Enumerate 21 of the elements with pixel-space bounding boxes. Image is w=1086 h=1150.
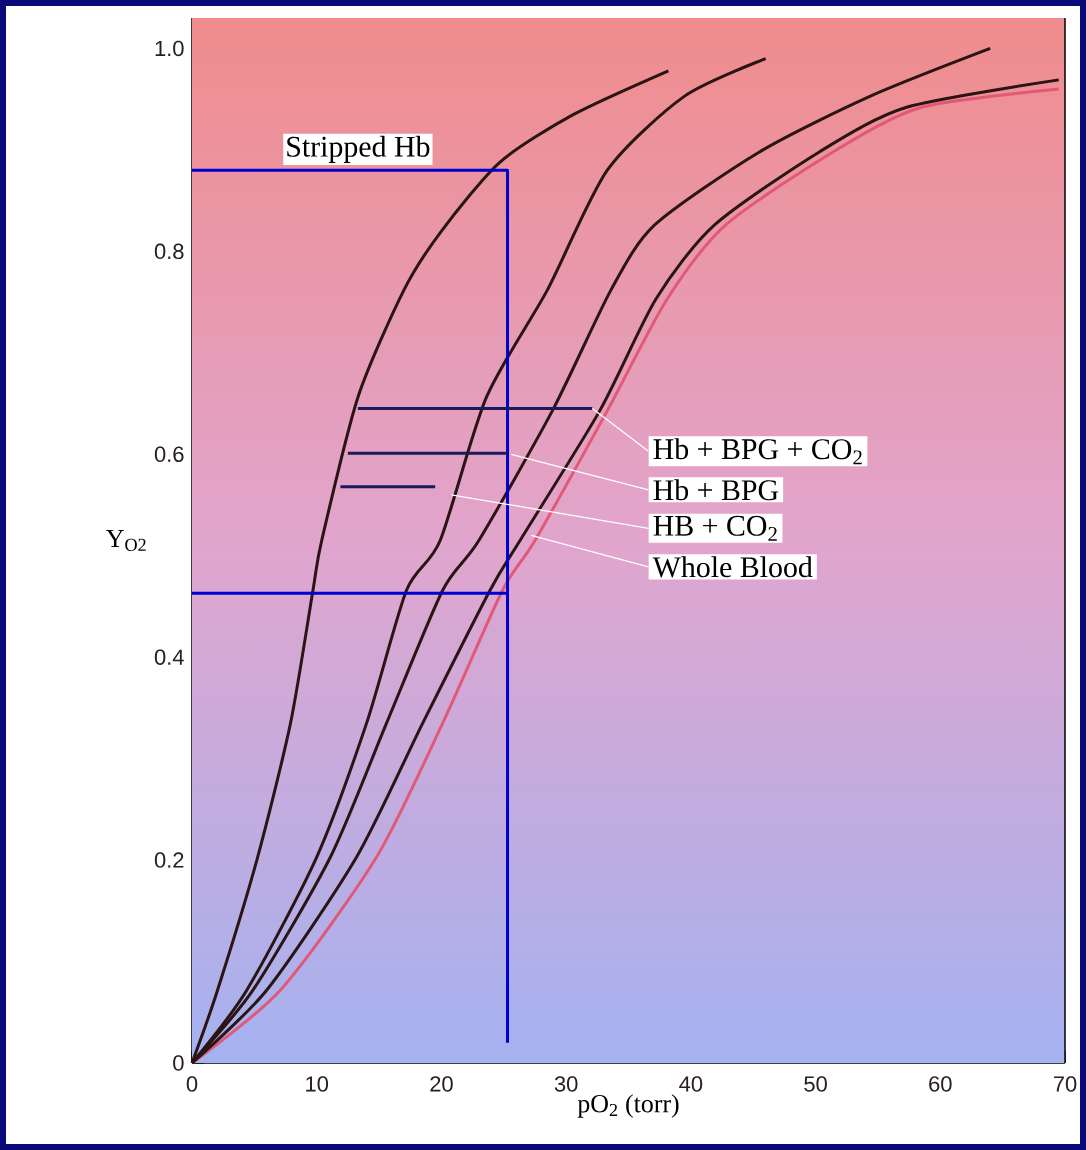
y-tick-label: 0.6 — [154, 446, 184, 463]
x-tick-label: 30 — [554, 1076, 578, 1092]
annotation: Hb + BPG — [653, 479, 779, 501]
annotation: Stripped Hb — [287, 135, 430, 163]
x-tick-label: 0 — [186, 1076, 198, 1092]
x-tick-label: 70 — [1053, 1076, 1077, 1092]
annotation: Whole Blood — [652, 556, 813, 578]
annotation: HB + CO$_{2}$ — [653, 515, 777, 541]
y-tick-label: 0.2 — [154, 852, 184, 868]
y-tick-label: 1.0 — [155, 40, 184, 57]
y-tick-label: 0.8 — [154, 243, 184, 260]
y-tick-label: 0 — [173, 1055, 184, 1071]
x-tick-label: 40 — [679, 1076, 703, 1092]
x-axis-title: pO$_{2}$ (torr) — [577, 1094, 679, 1118]
x-tick-label: 50 — [804, 1076, 827, 1092]
y-axis-title: Y$_{O2}$ — [106, 530, 146, 551]
y-tick-label: 0.4 — [154, 649, 184, 665]
x-tick-label: 10 — [306, 1076, 329, 1092]
x-tick-label: 20 — [430, 1076, 453, 1092]
annotation: Hb + BPG + CO$_{2}$ — [653, 438, 862, 465]
x-tick-label: 60 — [929, 1076, 952, 1092]
